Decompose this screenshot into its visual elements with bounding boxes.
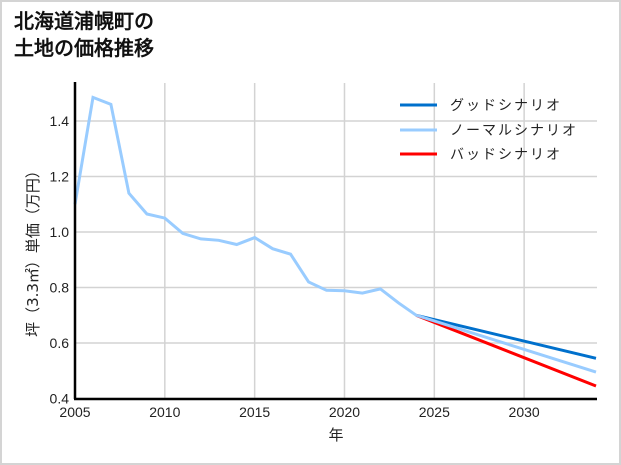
y-tick-label: 1.2 (50, 169, 70, 185)
y-tick-label: 0.8 (50, 280, 70, 296)
legend-item-normal: ノーマルシナリオ (400, 123, 578, 139)
x-tick-label: 2005 (59, 404, 90, 420)
x-tick-label: 2020 (329, 404, 360, 420)
x-axis-label: 年 (328, 426, 343, 444)
series-line (415, 313, 597, 360)
x-tick-label: 2015 (239, 404, 270, 420)
legend-label-normal: ノーマルシナリオ (450, 123, 578, 139)
chart-title-line2: 土地の価格推移 (14, 36, 154, 60)
tick-labels: 0.4 0.6 0.8 1.0 1.2 1.4 2005 2010 2015 2020 2025 20… (50, 113, 540, 420)
series-line (415, 313, 597, 388)
chart-title-line1: 北海道浦幌町の (14, 9, 154, 33)
x-tick-label: 2010 (149, 404, 180, 420)
axes (73, 82, 597, 401)
y-tick-label: 0.4 (50, 391, 70, 407)
series-lines (73, 95, 597, 388)
legend-item-bad: バッドシナリオ (400, 147, 562, 163)
chart-title: 北海道浦幌町の 土地の価格推移 (14, 8, 154, 62)
legend-label-bad: バッドシナリオ (450, 147, 562, 163)
y-axis-label: 坪（3.3㎡）単価（万円） (24, 163, 42, 337)
y-tick-label: 1.4 (50, 113, 70, 129)
x-tick-label: 2030 (509, 404, 540, 420)
legend-label-good: グッドシナリオ (450, 98, 562, 114)
x-tick-label: 2025 (419, 404, 450, 420)
y-tick-label: 1.0 (50, 224, 70, 240)
legend: グッドシナリオ ノーマルシナリオ バッドシナリオ (400, 98, 578, 163)
legend-item-good: グッドシナリオ (400, 98, 562, 114)
series-line (73, 95, 597, 374)
y-tick-label: 0.6 (50, 335, 70, 351)
